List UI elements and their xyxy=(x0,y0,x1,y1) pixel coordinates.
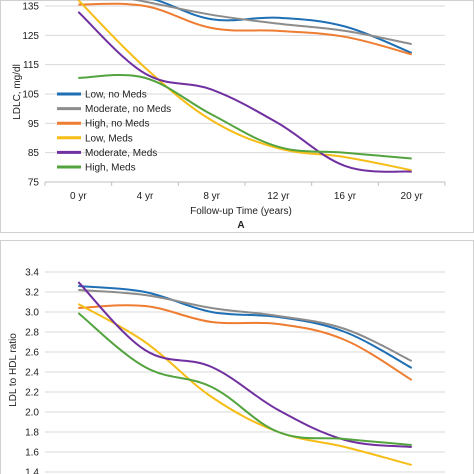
series-line-high-meds xyxy=(77,312,412,446)
legend: Low, no Meds Moderate, no Meds High, no Me… xyxy=(57,90,171,174)
y-tick-label: 115 xyxy=(23,60,39,71)
legend-entry: High, Meds xyxy=(85,163,136,174)
y-axis-label: LDL to HDL ratio xyxy=(8,333,19,407)
y-axis-ticks: 1.4 1.6 1.8 2.0 2.2 2.4 2.6 2.8 3.0 3.2 3.4 xyxy=(25,268,39,474)
legend-entry: Low, no Meds xyxy=(85,90,147,101)
series-line-moderate-meds xyxy=(77,11,412,173)
y-tick-label: 85 xyxy=(28,148,40,159)
x-tick-label: 8 yr xyxy=(203,191,220,202)
y-tick-label: 105 xyxy=(22,90,39,101)
legend-entry: High, no Meds xyxy=(85,119,149,130)
y-tick-label: 2.0 xyxy=(25,408,39,419)
y-tick-label: 1.6 xyxy=(25,448,39,459)
x-tick-label: 16 yr xyxy=(334,191,357,202)
y-tick-label: 2.8 xyxy=(25,328,39,339)
y-tick-label: 2.2 xyxy=(25,388,39,399)
series-line-moderate-meds xyxy=(77,281,412,448)
y-tick-label: 125 xyxy=(22,31,39,42)
series-line-low-meds xyxy=(77,0,412,172)
series-line-low-meds xyxy=(77,303,412,466)
series-lines xyxy=(77,281,413,466)
y-tick-label: 1.8 xyxy=(25,428,39,439)
legend-entry: Low, Meds xyxy=(85,133,133,144)
y-tick-label: 75 xyxy=(28,178,40,189)
ldl-hdl-ratio-chart: 1.4 1.6 1.8 2.0 2.2 2.4 2.6 2.8 3.0 3.2 3.4 LDL to… xyxy=(0,240,474,474)
y-tick-label: 2.6 xyxy=(25,348,39,359)
series-line-moderate-no-meds xyxy=(78,289,413,362)
x-tick-label: 20 yr xyxy=(401,191,424,202)
panel-label: A xyxy=(237,220,244,231)
x-tick-label: 12 yr xyxy=(267,191,290,202)
y-tick-label: 135 xyxy=(22,2,39,13)
y-axis-ticks: 75 85 95 105 115 125 135 xyxy=(22,2,39,189)
y-tick-label: 95 xyxy=(28,119,40,130)
legend-entry: Moderate, no Meds xyxy=(85,104,171,115)
y-axis-label: LDLC, mg/dl xyxy=(12,64,23,120)
ldlc-chart: 75 85 95 105 115 125 135 0 yr 4 yr 8 yr 12 yr 16 y… xyxy=(0,0,474,233)
series-line-low-no-meds xyxy=(78,285,413,369)
series-lines xyxy=(77,0,413,173)
series-line-low-no-meds xyxy=(152,0,413,54)
x-axis-ticks: 0 yr 4 yr 8 yr 12 yr 16 yr 20 yr xyxy=(44,181,446,202)
y-tick-label: 1.4 xyxy=(25,468,39,474)
x-tick-label: 4 yr xyxy=(137,191,154,202)
series-line-high-no-meds xyxy=(78,304,413,381)
series-line-high-meds xyxy=(78,73,412,160)
legend-entry: Moderate, Meds xyxy=(85,148,157,159)
y-tick-label: 3.4 xyxy=(25,268,39,279)
y-tick-label: 3.0 xyxy=(25,308,39,319)
y-tick-label: 2.4 xyxy=(25,368,39,379)
y-tick-label: 3.2 xyxy=(25,288,39,299)
x-tick-label: 0 yr xyxy=(70,191,87,202)
series-line-high-no-meds xyxy=(78,2,412,56)
series-line-moderate-no-meds xyxy=(131,0,412,46)
x-axis-label: Follow-up Time (years) xyxy=(190,206,292,217)
